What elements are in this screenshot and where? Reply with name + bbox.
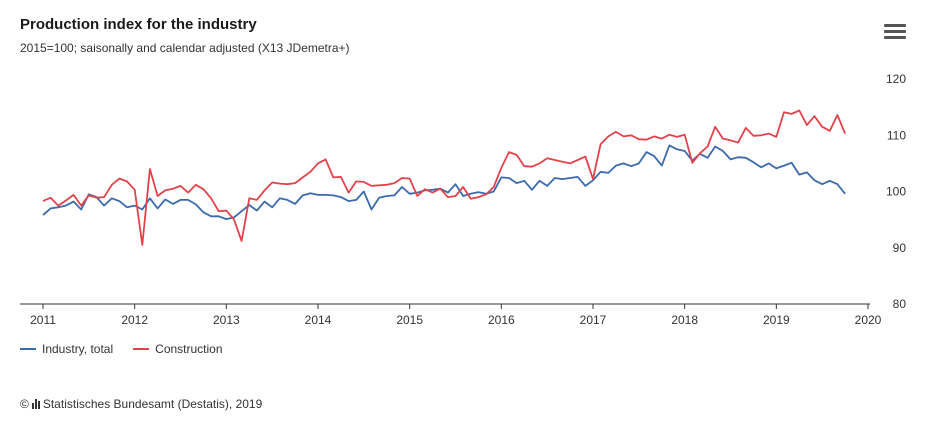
x-axis-labels: 2011 2012 2013 2014 2015 2016 2017 2018 2019 2020 — [30, 313, 882, 327]
legend-label-construction: Construction — [155, 342, 223, 356]
destatis-logo-icon — [31, 399, 40, 409]
x-tick-label: 2017 — [580, 313, 607, 327]
chart-legend: Industry, total Construction — [20, 342, 223, 356]
legend-label-industry: Industry, total — [42, 342, 114, 356]
hamburger-menu-icon[interactable] — [884, 24, 906, 42]
x-tick-label: 2016 — [488, 313, 515, 327]
y-tick-label: 120 — [886, 72, 906, 86]
copyright-symbol: © — [20, 397, 29, 411]
x-tick-label: 2011 — [30, 313, 56, 327]
y-axis-labels: 80 90 100 110 120 — [886, 72, 906, 311]
chart-title: Production index for the industry — [20, 16, 257, 33]
source-text: Statistisches Bundesamt (Destatis), 2019 — [42, 397, 263, 411]
y-tick-label: 90 — [893, 241, 907, 255]
legend-item-industry[interactable]: Industry, total — [20, 342, 113, 356]
x-tick-label: 2012 — [121, 313, 148, 327]
y-tick-label: 80 — [893, 297, 907, 311]
x-tick-label: 2015 — [396, 313, 423, 327]
series-line-industry — [42, 144, 846, 221]
chart-series — [42, 109, 846, 246]
y-tick-label: 110 — [887, 128, 906, 142]
legend-swatch-construction — [133, 348, 150, 350]
series-line-construction — [42, 109, 846, 246]
y-tick-label: 100 — [886, 185, 906, 199]
x-tick-label: 2013 — [213, 313, 240, 327]
x-tick-label: 2018 — [671, 313, 698, 327]
chart-subtitle: 2015=100; saisonally and calendar adjust… — [20, 41, 350, 55]
x-tick-label: 2020 — [855, 313, 882, 327]
line-chart: 2011 2012 2013 2014 2015 2016 2017 2018 2019 2020… — [20, 72, 906, 327]
x-tick-label: 2014 — [305, 313, 332, 327]
legend-swatch-industry — [20, 348, 36, 350]
x-tick-label: 2019 — [763, 313, 790, 327]
source-credit: © Statistisches Bundesamt (Destatis), 20… — [20, 397, 262, 411]
chart-axes — [20, 303, 870, 309]
legend-item-construction[interactable]: Construction — [133, 342, 223, 356]
